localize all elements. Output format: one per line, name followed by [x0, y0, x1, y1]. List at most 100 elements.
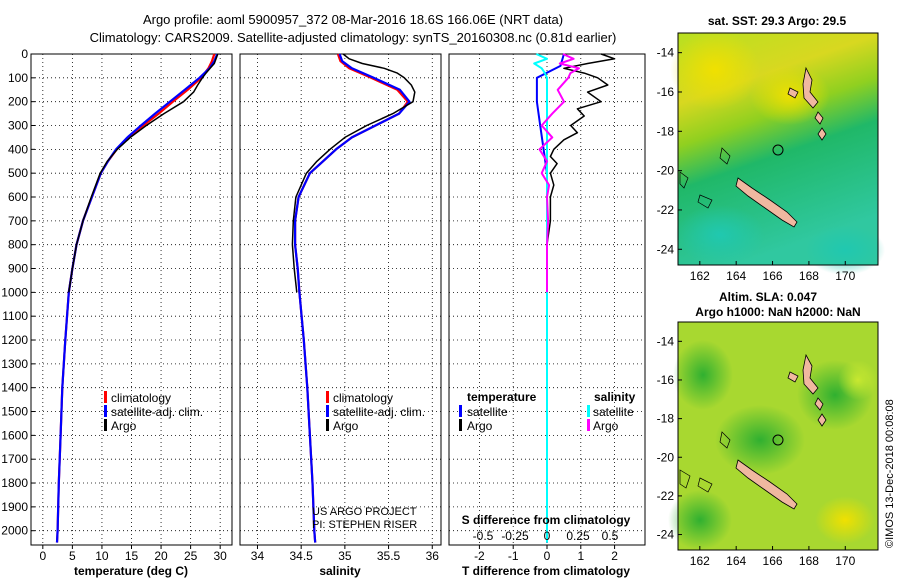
lat-tick-label: -16: [657, 85, 675, 99]
lon-tick-label: 166: [763, 269, 783, 283]
lat-tick-label: -24: [657, 528, 675, 542]
sst-map-ticks: 162 164 166 168 170 -14 -16 -18 -20 -22 -24: [657, 46, 856, 283]
depth-tick-label: 100: [8, 71, 28, 85]
x-tick-label: 35: [338, 549, 352, 563]
legend-swatch-argo: [326, 419, 329, 431]
imos-watermark: ©IMOS 13-Dec-2018 00:08:08: [884, 399, 896, 548]
lon-tick-label: 166: [763, 554, 783, 568]
temperature-panel: 0 5 10 15 20 25 30 0 100 200 300 400 500 600 700 800 90…: [1, 47, 233, 578]
x-tick-label: 25: [184, 549, 198, 563]
s-tick-label: 0: [544, 529, 551, 543]
vanuatu-land: [817, 413, 827, 427]
x-tick-label: 30: [213, 549, 227, 563]
legend-swatch-satellite: [104, 405, 107, 417]
sla-map: Altim. SLA: 0.047 Argo h1000: NaN h2000:…: [657, 290, 879, 568]
x-tick-label: 1: [577, 549, 584, 563]
lat-tick-label: -20: [657, 164, 675, 178]
depth-tick-label: 1200: [1, 333, 28, 347]
salinity-panel: 34 34.5 35 35.5 36 salinity climatology sate…: [239, 53, 442, 578]
vanuatu-land: [817, 127, 827, 141]
sla-high-patch: [815, 496, 875, 544]
reef-outline: [697, 194, 713, 209]
legend-label-argo: Argo: [111, 419, 137, 433]
sst-map-frame: [677, 32, 879, 266]
x-tick-label: 15: [125, 549, 139, 563]
lat-tick-label: -22: [657, 203, 675, 217]
sla-landmasses: [679, 353, 827, 510]
pi-credit: PI: STEPHEN RISER: [312, 519, 417, 531]
reef-outline: [679, 469, 691, 489]
series-argo: [68, 53, 219, 293]
x-tick-label: 2: [611, 549, 618, 563]
temperature-gridlines: [31, 53, 232, 545]
legend-swatch-climatology: [326, 391, 329, 403]
s-tick-label: 0.25: [566, 529, 590, 543]
temperature-x-ticks: 0 5 10 15 20 25 30: [39, 545, 227, 563]
x-tick-label: 0: [39, 549, 46, 563]
lon-tick-label: 164: [726, 269, 746, 283]
vanuatu-land: [802, 353, 819, 395]
x-tick-label: 5: [69, 549, 76, 563]
legend-label-s-satellite: satellite: [593, 405, 634, 419]
x-tick-label: 10: [95, 549, 109, 563]
sst-landmasses: [679, 66, 827, 228]
vanuatu-land: [802, 66, 819, 109]
sla-field-patches: [668, 340, 878, 550]
legend-swatch-s-satellite: [587, 405, 590, 417]
sst-cool-patch: [805, 225, 885, 275]
lat-tick-label: -24: [657, 242, 675, 256]
lat-tick-label: -14: [657, 46, 675, 60]
depth-axis: 0 100 200 300 400 500 600 700 800 900 1000 1100 1200…: [1, 47, 35, 538]
depth-tick-label: 1800: [1, 476, 28, 490]
depth-tick-label: 800: [8, 238, 28, 252]
x-tick-label: 36: [426, 549, 440, 563]
temperature-x-label: temperature (deg C): [74, 564, 188, 578]
lat-tick-label: -16: [657, 373, 675, 387]
sla-low-patch: [668, 490, 732, 550]
s-difference-label: S difference from climatology: [462, 513, 631, 527]
temperature-profiles: [55, 53, 219, 543]
sla-map-ticks: 162 164 166 168 170 -14 -16 -18 -20 -22 -24: [657, 334, 856, 568]
difference-temperature-legend: temperature satellite Argo: [459, 390, 537, 433]
depth-tick-label: 2000: [1, 524, 28, 538]
sla-low-patch: [715, 405, 805, 475]
depth-tick-label: 1400: [1, 381, 28, 395]
sla-high-patch: [838, 360, 878, 400]
reef-outline: [679, 171, 689, 189]
x-tick-label: 34.5: [289, 549, 313, 563]
salinity-plot-frame: [239, 53, 442, 546]
new-caledonia-land: [735, 459, 798, 510]
s-tick-label: -0.25: [501, 529, 529, 543]
t-difference-x-label: T difference from climatology: [462, 564, 630, 578]
legend-swatch-satellite: [326, 405, 329, 417]
x-tick-label: -2: [474, 549, 485, 563]
lon-tick-label: 162: [690, 269, 710, 283]
legend-title-salinity: salinity: [594, 390, 636, 404]
lat-tick-label: -20: [657, 450, 675, 464]
s-difference-ticks: -0.5 -0.25 0 0.25 0.5: [473, 529, 619, 543]
vanuatu-land: [787, 87, 799, 99]
legend-label-satellite: satellite-adj. clim.: [111, 405, 203, 419]
s-tick-label: 0.5: [602, 529, 619, 543]
float-location-marker: [772, 434, 784, 446]
legend-swatch-t-argo: [459, 419, 462, 431]
project-credit: US ARGO PROJECT: [312, 506, 417, 518]
x-tick-label: 0: [544, 549, 551, 563]
lat-tick-label: -18: [657, 412, 675, 426]
depth-tick-label: 900: [8, 262, 28, 276]
depth-tick-label: 1500: [1, 405, 28, 419]
lat-tick-label: -22: [657, 489, 675, 503]
lat-tick-label: -14: [657, 334, 675, 348]
reef-outline: [719, 147, 731, 165]
s-tick-label: -0.5: [473, 529, 494, 543]
salinity-x-ticks: 34 34.5 35 35.5 36: [251, 545, 439, 563]
lon-tick-label: 170: [835, 269, 855, 283]
legend-label-argo: Argo: [333, 419, 359, 433]
sla-low-patch: [673, 340, 733, 410]
figure-subtitle: Climatology: CARS2009. Satellite-adjuste…: [90, 30, 617, 45]
figure-title: Argo profile: aoml 5900957_372 08-Mar-20…: [143, 12, 563, 27]
depth-tick-label: 300: [8, 119, 28, 133]
x-tick-label: 34: [251, 549, 265, 563]
depth-tick-label: 1700: [1, 452, 28, 466]
